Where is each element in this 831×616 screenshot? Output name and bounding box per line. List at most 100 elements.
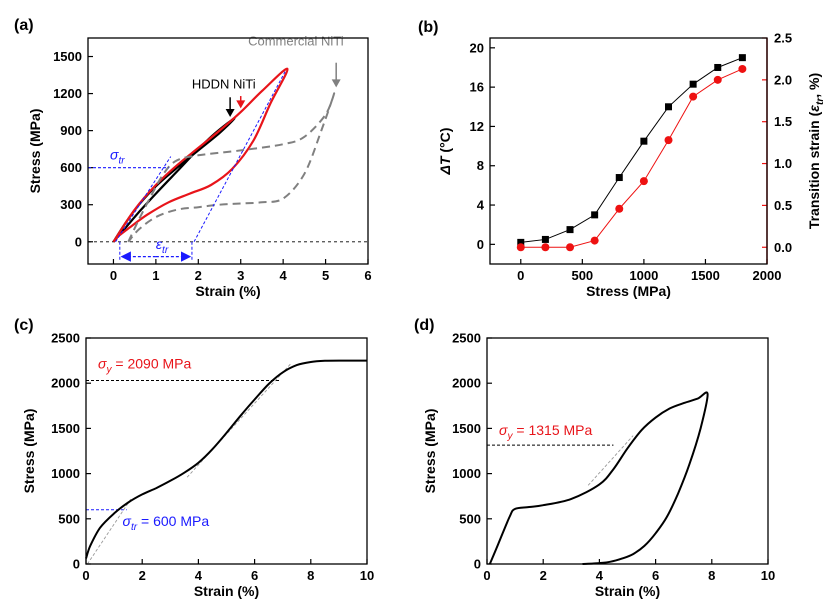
- x-tick-label: 6: [364, 268, 371, 283]
- series-line-d: [488, 391, 709, 565]
- y-tick-label: 4: [477, 198, 485, 213]
- marker-square-b: [517, 238, 525, 246]
- y-tick-label: 1000: [452, 466, 481, 481]
- panel-b: (b) 0 500 1000 1500 2000 0 4 8 12 16 20 0.0 0.5 1.0 1.5…: [418, 19, 826, 299]
- plot-frame-a: [87, 37, 369, 265]
- x-tick-label: 1500: [691, 268, 720, 283]
- y-tick-label: 8: [477, 158, 484, 173]
- y-tick-label: 0: [75, 234, 82, 249]
- x-tick-label: 2: [540, 568, 547, 583]
- x-axis-label-b: Stress (MPa): [586, 283, 671, 299]
- sigma-y-label-c: σy = 2090 MPa: [98, 355, 191, 375]
- y-tick-label: 20: [470, 40, 484, 55]
- panel-label-c: (c): [14, 317, 34, 334]
- marker-circle-b: [689, 92, 698, 101]
- y-tick-label: 1500: [53, 49, 82, 64]
- marker-circle-b: [516, 243, 525, 252]
- panel-d: (d) 0 2 4 6 8 10 0 500 1000 1500 2000 2500 Strain (%)…: [414, 317, 775, 599]
- series-line-c: [85, 359, 367, 559]
- y-tick-label: 1.0: [774, 156, 792, 171]
- marker-square-b: [566, 226, 574, 234]
- y-tick-label: 1500: [51, 421, 80, 436]
- x-axis-label-c: Strain (%): [194, 583, 259, 599]
- tangent-line-c2: [87, 498, 132, 565]
- tangent-line-d: [587, 435, 634, 486]
- hddn-arrow-a-head: [225, 109, 235, 118]
- y-tick-label: 500: [459, 511, 481, 526]
- x-tick-label: 6: [652, 568, 659, 583]
- series-line-a-1: [112, 67, 289, 243]
- panel-a: (a) 0 1 2 3 4 5 6 0 300 600 900 1200 1500 Strain (%) St…: [14, 17, 372, 299]
- x-axis-label-a: Strain (%): [195, 283, 260, 299]
- x-tick-label: 8: [307, 568, 314, 583]
- x-tick-label: 1000: [629, 268, 658, 283]
- marker-circle-b: [590, 236, 599, 245]
- y-tick-label: 2000: [51, 376, 80, 391]
- y-tick-label: 1000: [51, 466, 80, 481]
- eps-tr-label-a: εtr: [156, 236, 169, 256]
- y-axis-label-b: ΔT (°C): [437, 128, 453, 176]
- x-tick-label: 0: [517, 268, 524, 283]
- plot-frame-c: [85, 337, 368, 565]
- y-tick-label: 0: [474, 557, 481, 572]
- series-line-b-0: [520, 57, 743, 243]
- marker-circle-b: [738, 64, 747, 73]
- y-tick-label: 12: [470, 119, 484, 134]
- sigma-y-label-d: σy = 1315 MPa: [499, 422, 592, 442]
- x-tick-label: 1: [152, 268, 159, 283]
- y-tick-label: 2500: [452, 331, 481, 346]
- commercial-label-a: Commercial NiTi: [248, 33, 344, 48]
- y2-axis-label-b: Transition strain (εtr, %): [806, 73, 826, 229]
- y-tick-label: 2.0: [774, 72, 792, 87]
- y-tick-label: 1.5: [774, 114, 792, 129]
- marker-square-b: [615, 174, 623, 182]
- panel-label-d: (d): [414, 317, 434, 334]
- y-tick-label: 0.0: [774, 240, 792, 255]
- y-tick-label: 16: [470, 80, 484, 95]
- panel-label-b: (b): [418, 19, 438, 36]
- x-tick-label: 3: [237, 268, 244, 283]
- x-tick-label: 4: [195, 568, 203, 583]
- x-tick-label: 10: [761, 568, 775, 583]
- marker-circle-b: [664, 136, 673, 145]
- marker-square-b: [541, 235, 549, 243]
- y-tick-label: 1200: [53, 86, 82, 101]
- tangent-line-a1: [115, 156, 172, 243]
- y-tick-label: 500: [58, 511, 80, 526]
- x-tick-label: 500: [571, 268, 593, 283]
- marker-square-b: [689, 80, 697, 88]
- x-tick-label: 2: [195, 268, 202, 283]
- x-tick-label: 2: [139, 568, 146, 583]
- marker-square-b: [665, 103, 673, 111]
- marker-circle-b: [713, 75, 722, 84]
- series-line-a-0: [112, 117, 236, 243]
- marker-circle-b: [566, 243, 575, 252]
- y-tick-label: 0: [73, 557, 80, 572]
- marker-circle-b: [639, 177, 648, 186]
- y-axis-label-c: Stress (MPa): [21, 409, 37, 494]
- y-tick-label: 0: [477, 237, 484, 252]
- x-tick-label: 4: [280, 268, 288, 283]
- x-tick-label: 4: [596, 568, 604, 583]
- x-tick-label: 5: [322, 268, 329, 283]
- commercial-arrow-a-head: [331, 79, 341, 88]
- y-tick-label: 2500: [51, 331, 80, 346]
- x-tick-label: 2000: [753, 268, 782, 283]
- marker-square-b: [640, 137, 648, 145]
- x-tick-label: 0: [82, 568, 89, 583]
- y-tick-label: 0.5: [774, 198, 792, 213]
- series-line-a-2: [127, 92, 336, 243]
- x-axis-label-d: Strain (%): [595, 583, 660, 599]
- x-tick-label: 6: [251, 568, 258, 583]
- marker-square-b: [591, 211, 599, 219]
- hddn-label-a: HDDN NiTi: [192, 77, 256, 92]
- marker-square-b: [714, 63, 722, 71]
- x-tick-label: 10: [360, 568, 374, 583]
- marker-circle-b: [615, 204, 624, 213]
- plot-frame-b: [489, 37, 768, 265]
- marker-square-b: [738, 54, 746, 62]
- plot-frame-d: [486, 337, 769, 565]
- panel-label-a: (a): [14, 17, 34, 34]
- x-tick-label: 0: [110, 268, 117, 283]
- y-tick-label: 1500: [452, 421, 481, 436]
